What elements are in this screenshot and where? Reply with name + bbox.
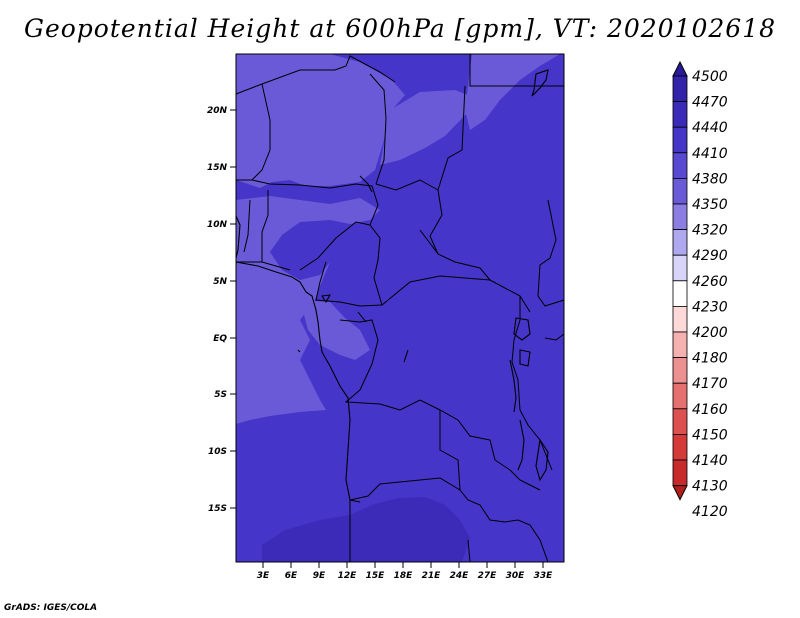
colorbar-label: 4350 (692, 197, 728, 213)
colorbar-segment (672, 75, 688, 103)
colorbar-segment (672, 433, 688, 461)
colorbar-segment (672, 101, 688, 128)
coastlines (235, 69, 549, 501)
colorbar-label: 4470 (692, 95, 728, 111)
colorbar-segment (672, 331, 688, 359)
colorbar-label: 4290 (692, 248, 728, 264)
colorbar-label: 4500 (692, 69, 728, 85)
colorbar-label: 4130 (692, 479, 728, 495)
map-title: Geopotential Height at 600hPa [gpm], VT:… (23, 14, 777, 43)
lon-axis: 3E 6E 9E 12E 15E 18E 21E 24E 27E 30E 33E (257, 562, 553, 581)
colorbar-segment (672, 382, 688, 410)
lon-label-18e: 18E (394, 571, 414, 581)
lon-label-27e: 27E (478, 571, 498, 581)
colorbar-segment (672, 459, 688, 487)
colorbar-label: 4120 (692, 504, 728, 520)
colorbar-segment (672, 126, 688, 154)
lon-label-33e: 33E (534, 571, 554, 581)
colorbar-label: 4410 (692, 146, 728, 162)
lat-label-15n: 15N (207, 163, 228, 173)
colorbar-label: 4170 (692, 376, 728, 392)
colorbar-segment (672, 254, 688, 282)
lat-label-20n: 20N (207, 106, 228, 116)
light-region-sahel (236, 54, 405, 188)
colorbar-segment (672, 357, 688, 384)
colorbar-label: 4260 (692, 274, 728, 290)
lon-label-9e: 9E (313, 571, 326, 581)
lon-label-30e: 30E (506, 571, 526, 581)
colorbar-segment (672, 177, 688, 205)
colorbar-label: 4160 (692, 402, 728, 418)
light-region-northeast (465, 54, 560, 130)
colorbar-label: 4140 (692, 453, 728, 469)
lon-label-21e: 21E (422, 571, 442, 581)
colorbar-label: 4230 (692, 299, 728, 315)
colorbar-segment (672, 203, 688, 231)
colorbar-top-arrow (672, 60, 688, 77)
country-boundaries (235, 54, 565, 563)
grads-credit: GrADS: IGES/COLA (4, 603, 98, 613)
colorbar-segment (672, 305, 688, 333)
lat-label-15s: 15S (208, 504, 227, 514)
lon-label-24e: 24E (450, 571, 470, 581)
map-panel (235, 53, 565, 563)
colorbar-label: 4180 (692, 351, 728, 367)
colorbar-bottom-arrow (672, 485, 688, 501)
light-region-gabon (300, 300, 370, 360)
colorbar-label: 4380 (692, 171, 728, 187)
colorbar: 4500 4470 4440 4410 4380 4350 4320 4290 4260 4230… (672, 60, 728, 520)
map-frame (235, 53, 565, 563)
colorbar-label: 4320 (692, 223, 728, 239)
colorbar-segment (672, 229, 688, 256)
lon-label-15e: 15E (366, 571, 386, 581)
colorbar-label: 4200 (692, 325, 728, 341)
lat-axis: 20N 15N 10N 5N EQ 5S 10S 15S (207, 106, 236, 514)
lat-label-10n: 10N (207, 220, 228, 230)
lon-label-6e: 6E (285, 571, 298, 581)
lat-label-10s: 10S (208, 447, 227, 457)
lat-label-5s: 5S (214, 390, 227, 400)
colorbar-label: 4440 (692, 120, 728, 136)
light-region-west-africa (236, 196, 380, 424)
colorbar-label: 4150 (692, 427, 728, 443)
lon-label-12e: 12E (338, 571, 358, 581)
colorbar-segment (672, 408, 688, 435)
dark-region-south (262, 497, 470, 562)
lon-label-3e: 3E (257, 571, 270, 581)
lat-label-5n: 5N (213, 277, 227, 287)
light-region-north-central (380, 90, 470, 165)
lat-label-eq: EQ (213, 334, 227, 344)
colorbar-segment (672, 280, 688, 307)
colorbar-segment (672, 152, 688, 179)
